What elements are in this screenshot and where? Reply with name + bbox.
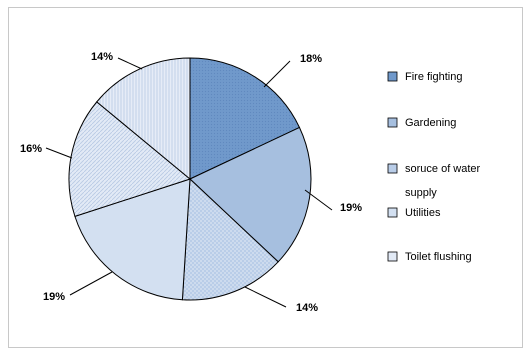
legend-item-2: Gardening — [387, 117, 456, 129]
leader-line-1 — [263, 60, 291, 88]
legend-item-4: Utilities — [387, 207, 441, 219]
slice-percent-label-1: 18% — [300, 53, 322, 65]
slice-percent-label-2: 19% — [340, 202, 362, 214]
slice-percent-label-5: 16% — [20, 143, 42, 155]
legend-item-1: Fire fighting — [387, 71, 462, 83]
legend-swatch — [387, 251, 398, 262]
legend-label: supply — [405, 187, 437, 199]
pie-slice-6 — [96, 57, 191, 181]
legend-item-3: soruce of water supply — [387, 163, 481, 199]
slice-percent-label-6: 14% — [91, 51, 113, 63]
slice-percent-label-3: 14% — [296, 302, 318, 314]
pie-slice-4 — [74, 178, 191, 301]
pie-slice-1 — [189, 57, 301, 180]
leader-line-4 — [69, 271, 113, 296]
legend-label: soruce of water — [405, 163, 481, 175]
pie-slice-3 — [181, 177, 279, 301]
leader-line-2 — [304, 189, 333, 211]
pie-slice-2 — [189, 126, 312, 263]
leader-line-6 — [117, 57, 143, 70]
leader-line-5 — [45, 147, 73, 159]
legend-swatch — [387, 71, 398, 82]
legend-label: Fire fighting — [405, 71, 462, 83]
leader-line-3 — [244, 286, 287, 308]
pie-slice-5 — [68, 101, 192, 218]
legend-item-5: Toilet flushing — [387, 251, 472, 263]
legend-swatch — [387, 207, 398, 218]
legend-label: Utilities — [405, 207, 441, 219]
legend-label: Toilet flushing — [405, 251, 472, 263]
legend-swatch — [387, 117, 398, 128]
legend-swatch — [387, 163, 398, 174]
slice-percent-label-4: 19% — [43, 291, 65, 303]
legend-label: Gardening — [405, 117, 456, 129]
